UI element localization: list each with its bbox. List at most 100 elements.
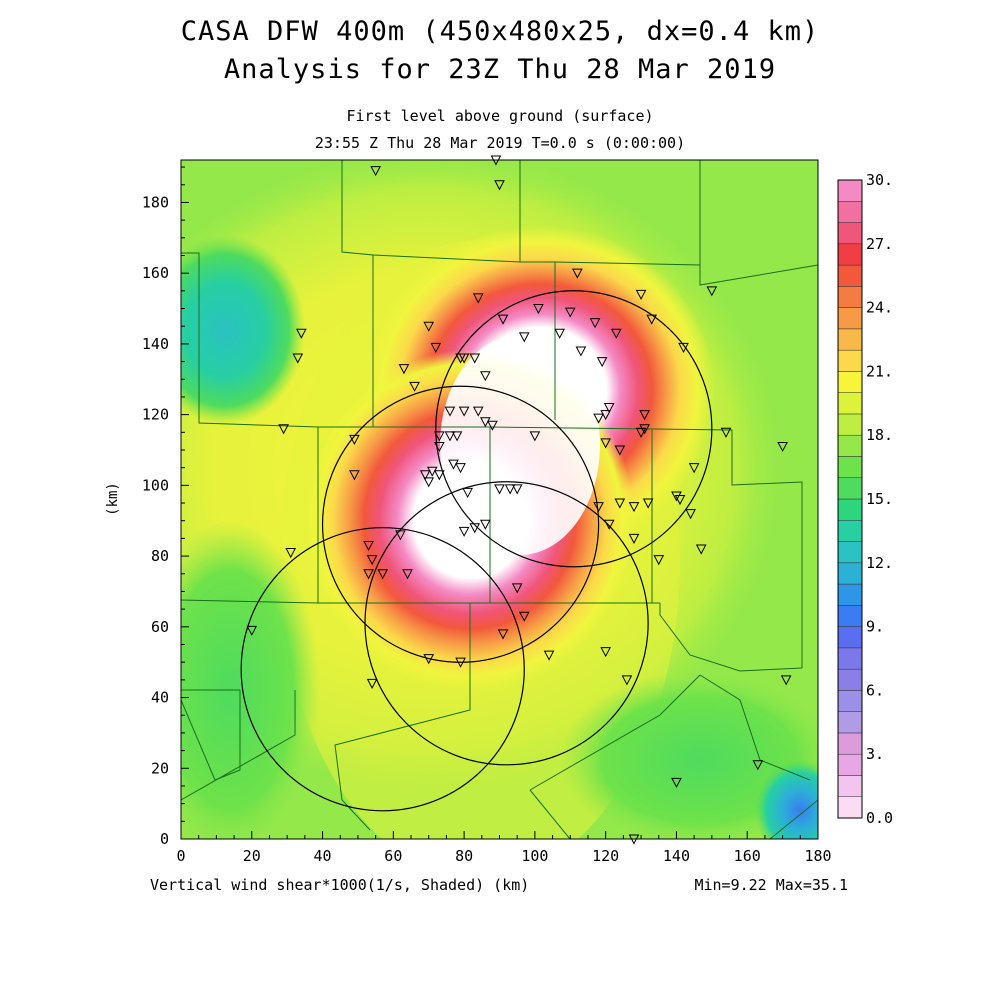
station-marker bbox=[444, 431, 456, 442]
station-marker bbox=[419, 470, 431, 481]
level-subtitle: First level above ground (surface) bbox=[346, 107, 654, 125]
colorbar-swatch bbox=[837, 371, 863, 393]
colorbar-swatch bbox=[837, 647, 863, 670]
colorbar-label: 24. bbox=[866, 299, 893, 317]
station-marker bbox=[600, 438, 611, 449]
station-marker bbox=[444, 406, 456, 417]
variable-label: Vertical wind shear*1000(1/s, Shaded) (k… bbox=[150, 876, 530, 894]
station-marker bbox=[377, 569, 389, 580]
station-marker bbox=[639, 410, 650, 421]
y-tick-label: 20 bbox=[151, 759, 169, 777]
colorbar-swatch bbox=[837, 286, 863, 308]
station-marker bbox=[458, 353, 470, 364]
station-marker bbox=[423, 321, 435, 332]
station-marker bbox=[614, 445, 626, 456]
station-marker bbox=[674, 495, 686, 506]
station-marker bbox=[494, 484, 505, 495]
colorbar-swatch bbox=[837, 307, 863, 330]
station-marker bbox=[434, 470, 445, 481]
station-marker bbox=[448, 459, 459, 470]
colorbar-label: 21. bbox=[866, 362, 893, 380]
station-marker bbox=[458, 406, 470, 417]
station-marker bbox=[366, 678, 378, 689]
colorbar-swatch bbox=[837, 626, 863, 649]
station-marker bbox=[533, 304, 544, 315]
colorbar-label: 3. bbox=[866, 745, 884, 763]
x-tick-label: 60 bbox=[384, 847, 402, 865]
x-tick-label: 80 bbox=[455, 847, 473, 865]
y-axis-label: (km) bbox=[105, 482, 121, 516]
station-marker bbox=[472, 406, 484, 417]
station-marker bbox=[434, 441, 445, 453]
colorbar-swatch bbox=[837, 541, 863, 564]
map-title-line2: Analysis for 23Z Thu 28 Mar 2019 bbox=[223, 54, 777, 85]
station-marker bbox=[593, 413, 604, 424]
y-tick-label: 40 bbox=[151, 689, 169, 707]
station-marker bbox=[480, 371, 491, 382]
station-marker bbox=[430, 342, 442, 354]
station-marker bbox=[600, 647, 611, 658]
station-marker bbox=[635, 289, 647, 300]
station-marker bbox=[575, 346, 587, 357]
station-marker bbox=[497, 629, 509, 640]
station-marker bbox=[497, 314, 509, 325]
station-marker bbox=[635, 427, 647, 438]
station-marker bbox=[628, 502, 640, 513]
shear-field bbox=[181, 160, 818, 839]
colorbar-swatch bbox=[837, 796, 863, 819]
colorbar: 0.0 3. 6. 9. 12. 15. 18. 21. 24. 27. 30. bbox=[837, 171, 893, 827]
station-marker bbox=[653, 555, 665, 566]
colorbar-swatch bbox=[837, 605, 863, 627]
station-marker bbox=[494, 180, 505, 191]
station-marker bbox=[671, 777, 682, 788]
colorbar-swatch bbox=[837, 392, 863, 415]
station-marker bbox=[529, 431, 541, 442]
station-marker bbox=[398, 364, 410, 375]
colorbar-swatch bbox=[837, 222, 863, 245]
colorbar-swatch bbox=[837, 179, 863, 202]
station-marker bbox=[409, 381, 420, 392]
station-marker bbox=[349, 470, 360, 481]
y-tick-label: 100 bbox=[142, 476, 169, 494]
station-marker bbox=[685, 509, 696, 520]
colorbar-label: 9. bbox=[866, 618, 884, 636]
colorbar-label: 6. bbox=[866, 681, 884, 699]
x-tick-label: 20 bbox=[243, 847, 261, 865]
colorbar-label: 0.0 bbox=[866, 809, 893, 827]
station-marker bbox=[363, 569, 374, 580]
x-tick-label: 100 bbox=[521, 847, 548, 865]
colorbar-swatch bbox=[837, 583, 863, 606]
station-marker bbox=[572, 268, 583, 279]
x-tick-label: 120 bbox=[592, 847, 619, 865]
station-marker bbox=[402, 569, 413, 580]
station-marker bbox=[472, 293, 484, 304]
station-marker bbox=[596, 357, 608, 368]
colorbar-swatch bbox=[837, 711, 863, 734]
y-tick-label: 80 bbox=[151, 547, 169, 565]
x-tick-label: 160 bbox=[734, 847, 761, 865]
station-marker bbox=[285, 548, 297, 559]
colorbar-label: 18. bbox=[866, 426, 893, 444]
station-marker bbox=[395, 530, 406, 541]
station-marker bbox=[458, 526, 470, 537]
station-marker bbox=[642, 498, 654, 509]
colorbar-swatch bbox=[837, 498, 863, 521]
colorbar-swatch bbox=[837, 690, 863, 712]
station-marker bbox=[462, 487, 473, 498]
station-marker bbox=[554, 328, 565, 339]
colorbar-swatch bbox=[837, 264, 863, 287]
station-marker bbox=[295, 328, 307, 339]
y-axis: 0 20 40 60 80 100 120 140 160 180 bbox=[142, 166, 189, 848]
colorbar-label: 15. bbox=[866, 490, 893, 508]
y-tick-label: 0 bbox=[160, 830, 169, 848]
radar-range-circles bbox=[240, 290, 713, 812]
station-marker bbox=[589, 318, 601, 329]
station-marker bbox=[246, 625, 258, 636]
station-marker bbox=[370, 166, 381, 177]
station-marker bbox=[564, 307, 576, 318]
y-tick-label: 140 bbox=[142, 335, 169, 353]
station-marker bbox=[434, 431, 445, 442]
station-marker bbox=[349, 434, 360, 445]
colorbar-swatch bbox=[837, 349, 863, 372]
